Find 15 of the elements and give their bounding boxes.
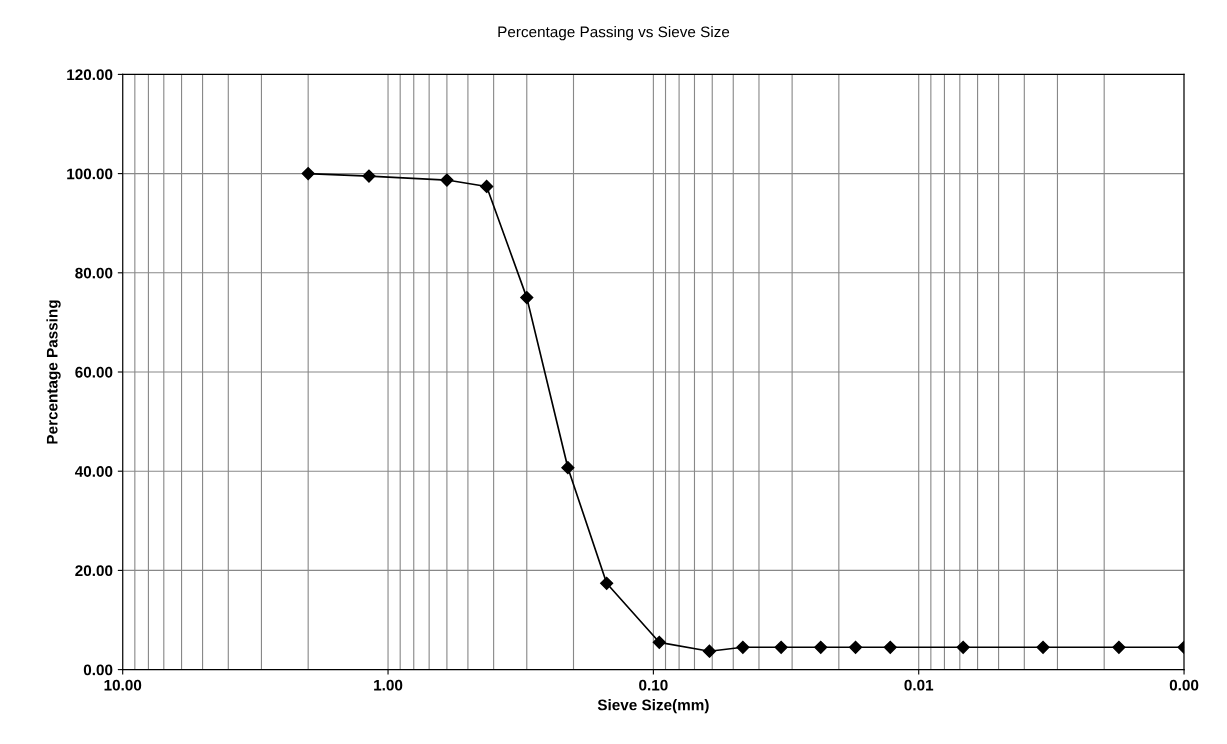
chart-title: Percentage Passing vs Sieve Size <box>498 26 730 41</box>
y-axis-title: Percentage Passing <box>46 300 61 444</box>
x-axis-title: Sieve Size(mm) <box>597 699 709 714</box>
y-tick-label: 0.00 <box>83 664 113 676</box>
x-tick-label: 1.00 <box>374 679 403 691</box>
x-tick-label: 0.10 <box>639 679 668 691</box>
x-tick-label: 10.00 <box>104 679 142 691</box>
x-tick-label: 0.01 <box>904 679 934 691</box>
y-tick-label: 60.00 <box>75 366 113 378</box>
y-tick-label: 120.00 <box>67 69 113 81</box>
y-tick-label: 80.00 <box>75 267 113 279</box>
y-tick-label: 40.00 <box>74 466 113 477</box>
x-tick-label: 0.00 <box>1169 679 1199 691</box>
y-tick-label: 100.00 <box>67 168 113 180</box>
y-tick-label: 20.00 <box>75 565 113 577</box>
